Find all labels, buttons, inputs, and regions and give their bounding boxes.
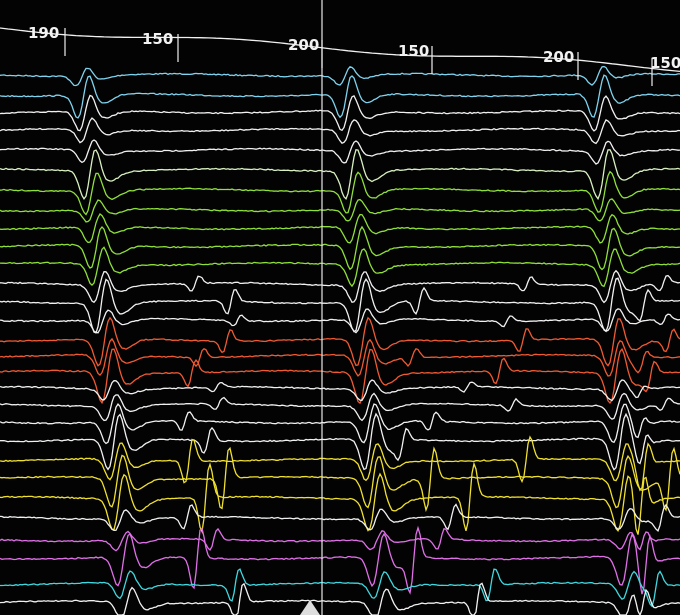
signal-trace bbox=[0, 403, 680, 445]
signal-trace bbox=[0, 198, 680, 223]
signal-trace bbox=[0, 94, 680, 132]
trace-group bbox=[0, 65, 680, 615]
interval-label: 200 bbox=[543, 48, 574, 66]
signal-trace bbox=[0, 503, 680, 533]
caliper-group: 190 150 200 150 200 150 bbox=[0, 24, 680, 86]
signal-trace bbox=[0, 568, 680, 608]
signal-trace bbox=[0, 225, 680, 271]
signal-trace bbox=[0, 139, 680, 165]
interval-label: 190 bbox=[28, 24, 59, 42]
interval-label: 150 bbox=[650, 54, 680, 72]
signal-trace bbox=[0, 117, 680, 145]
interval-label: 150 bbox=[142, 30, 173, 48]
signal-trace bbox=[0, 379, 680, 402]
signal-trace bbox=[0, 392, 680, 422]
signal-trace bbox=[0, 446, 680, 513]
signal-trace bbox=[0, 527, 680, 552]
signal-trace bbox=[0, 170, 680, 216]
signal-trace bbox=[0, 308, 680, 334]
signal-trace bbox=[0, 277, 680, 334]
signal-trace bbox=[0, 582, 680, 615]
signal-trace bbox=[0, 213, 680, 244]
signal-trace bbox=[0, 337, 680, 377]
interval-label: 150 bbox=[398, 42, 429, 60]
signal-trace bbox=[0, 148, 680, 201]
signal-trace bbox=[0, 269, 680, 304]
caliper-line bbox=[0, 27, 680, 73]
signal-trace bbox=[0, 246, 680, 288]
signal-trace bbox=[0, 347, 680, 405]
signal-trace bbox=[0, 525, 680, 595]
signal-trace bbox=[0, 435, 680, 492]
cursor-marker bbox=[300, 600, 320, 615]
signal-trace bbox=[0, 412, 680, 471]
signal-trace bbox=[0, 65, 680, 87]
signal-trace bbox=[0, 74, 680, 119]
signal-trace bbox=[0, 316, 680, 367]
interval-label: 200 bbox=[288, 36, 319, 54]
